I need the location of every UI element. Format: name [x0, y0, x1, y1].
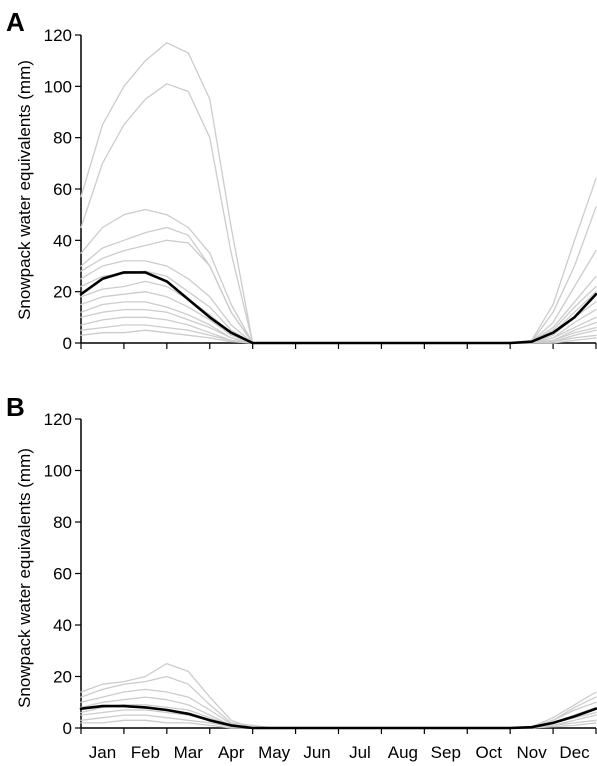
panel-a-year-line-2: [80, 83, 597, 344]
panel-b-x-tick-label: Oct: [475, 743, 502, 762]
panel-a-y-tick-label: 60: [53, 180, 72, 199]
panel-b-x-tick-label: Jan: [89, 743, 116, 762]
panel-a-y-tick-label: 20: [53, 283, 72, 302]
panel-a-year-line-8: [80, 280, 597, 344]
panel-b-y-tick-label: 0: [63, 719, 72, 738]
panel-b-x-tick-label: Mar: [174, 743, 204, 762]
panel-a-year-line-10: [80, 301, 597, 344]
panel-a-year-line-12: [80, 316, 597, 344]
panel-a-year-line-5: [80, 239, 597, 344]
panel-b-x-tick-label: Jun: [303, 743, 330, 762]
panel-b-y-tick-label: 40: [53, 616, 72, 635]
panel-a-year-line-1: [80, 42, 597, 344]
panel-b-y-tick-label: 120: [44, 410, 72, 429]
panel-b-y-axis-title: Snowpack water equivalents (mm): [15, 448, 34, 708]
panel-a-y-tick-label: 120: [44, 26, 72, 45]
panel-b-y-tick-label: 100: [44, 462, 72, 481]
panel-a-letter: A: [6, 7, 25, 37]
panel-a-year-line-6: [80, 260, 597, 344]
panel-a-year-line-4: [80, 226, 597, 344]
panel-b-axes: 0 20 40 60 80 100 120 Jan Feb Mar Apr May Jun Jul Aug S…: [44, 410, 597, 762]
panel-b-year-line-4: [80, 696, 597, 729]
panel-b-y-tick-label: 60: [53, 565, 72, 584]
panel-a-series: [79, 42, 597, 345]
panel-b-y-tick-label: 20: [53, 668, 72, 687]
panel-a-year-line-14: [80, 329, 597, 344]
panel-a-y-tick-label: 100: [44, 77, 72, 96]
panel-b-x-tick-label: Jul: [349, 743, 371, 762]
panel-b-x-tick-label: Feb: [131, 743, 160, 762]
panel-a: A Snowpack water equivalents (mm) 0 20 40 6…: [6, 7, 597, 353]
panel-b-x-tick-label: Dec: [559, 743, 590, 762]
panel-b-x-tick-label: Nov: [517, 743, 548, 762]
panel-b-year-line-2: [80, 675, 597, 729]
panel-b-x-tick-label: Sep: [431, 743, 461, 762]
panel-a-y-tick-label: 80: [53, 129, 72, 148]
panel-b-x-tick-label: May: [258, 743, 291, 762]
panel-a-axes: 0 20 40 60 80 100 120: [44, 26, 597, 353]
panel-b: B Snowpack water equivalents (mm) 0 20 40 6…: [6, 392, 597, 762]
panel-b-x-tick-label: Aug: [388, 743, 418, 762]
panel-b-series: [79, 662, 597, 730]
panel-a-mean-line: [79, 271, 597, 345]
panel-b-year-line-1: [80, 662, 597, 729]
panel-b-year-line-6: [80, 709, 597, 729]
panel-a-year-line-13: [80, 324, 597, 344]
panel-b-y-tick-label: 80: [53, 513, 72, 532]
panel-b-letter: B: [6, 392, 25, 422]
panel-a-y-axis-title: Snowpack water equivalents (mm): [15, 60, 34, 320]
panel-a-y-tick-label: 40: [53, 231, 72, 250]
panel-a-year-line-9: [80, 291, 597, 344]
panel-a-y-tick-label: 0: [63, 334, 72, 353]
panel-b-mean-line: [79, 704, 597, 730]
panel-b-x-tick-label: Apr: [218, 743, 245, 762]
